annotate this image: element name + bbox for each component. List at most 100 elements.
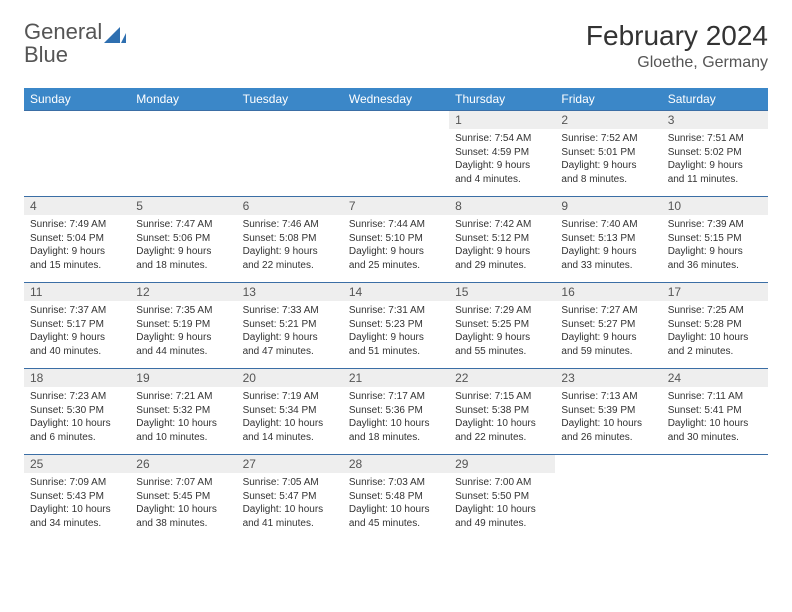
week-row: 1Sunrise: 7:54 AMSunset: 4:59 PMDaylight… (24, 111, 768, 197)
sunset-line: Sunset: 5:34 PM (243, 404, 337, 418)
day-number: 22 (449, 369, 555, 387)
sunset-line: Sunset: 5:30 PM (30, 404, 124, 418)
sunset-line: Sunset: 5:39 PM (561, 404, 655, 418)
day-number: 25 (24, 455, 130, 473)
day-body: Sunrise: 7:13 AMSunset: 5:39 PMDaylight:… (555, 387, 661, 448)
sunrise-line: Sunrise: 7:40 AM (561, 218, 655, 232)
sunrise-line: Sunrise: 7:47 AM (136, 218, 230, 232)
daylight-line: Daylight: 10 hours and 49 minutes. (455, 503, 549, 530)
day-cell (130, 111, 236, 197)
daylight-line: Daylight: 9 hours and 18 minutes. (136, 245, 230, 272)
day-number: 20 (237, 369, 343, 387)
sunset-line: Sunset: 5:28 PM (668, 318, 762, 332)
daylight-line: Daylight: 9 hours and 4 minutes. (455, 159, 549, 186)
day-cell: 12Sunrise: 7:35 AMSunset: 5:19 PMDayligh… (130, 283, 236, 369)
day-cell: 6Sunrise: 7:46 AMSunset: 5:08 PMDaylight… (237, 197, 343, 283)
daylight-line: Daylight: 9 hours and 55 minutes. (455, 331, 549, 358)
dow-tuesday: Tuesday (237, 88, 343, 111)
day-cell: 18Sunrise: 7:23 AMSunset: 5:30 PMDayligh… (24, 369, 130, 455)
sunrise-line: Sunrise: 7:13 AM (561, 390, 655, 404)
day-number: 23 (555, 369, 661, 387)
sunset-line: Sunset: 5:38 PM (455, 404, 549, 418)
sunrise-line: Sunrise: 7:51 AM (668, 132, 762, 146)
daylight-line: Daylight: 10 hours and 18 minutes. (349, 417, 443, 444)
sunset-line: Sunset: 5:15 PM (668, 232, 762, 246)
day-number (24, 111, 130, 129)
dow-wednesday: Wednesday (343, 88, 449, 111)
day-number: 26 (130, 455, 236, 473)
day-cell: 1Sunrise: 7:54 AMSunset: 4:59 PMDaylight… (449, 111, 555, 197)
day-body: Sunrise: 7:09 AMSunset: 5:43 PMDaylight:… (24, 473, 130, 534)
day-body: Sunrise: 7:49 AMSunset: 5:04 PMDaylight:… (24, 215, 130, 276)
day-cell (24, 111, 130, 197)
day-cell: 2Sunrise: 7:52 AMSunset: 5:01 PMDaylight… (555, 111, 661, 197)
day-cell: 7Sunrise: 7:44 AMSunset: 5:10 PMDaylight… (343, 197, 449, 283)
sunset-line: Sunset: 5:47 PM (243, 490, 337, 504)
sunrise-line: Sunrise: 7:09 AM (30, 476, 124, 490)
dow-saturday: Saturday (662, 88, 768, 111)
week-row: 18Sunrise: 7:23 AMSunset: 5:30 PMDayligh… (24, 369, 768, 455)
day-cell: 28Sunrise: 7:03 AMSunset: 5:48 PMDayligh… (343, 455, 449, 541)
daylight-line: Daylight: 9 hours and 15 minutes. (30, 245, 124, 272)
day-body: Sunrise: 7:03 AMSunset: 5:48 PMDaylight:… (343, 473, 449, 534)
sunset-line: Sunset: 5:12 PM (455, 232, 549, 246)
day-cell: 26Sunrise: 7:07 AMSunset: 5:45 PMDayligh… (130, 455, 236, 541)
month-title: February 2024 (586, 20, 768, 52)
sunset-line: Sunset: 5:06 PM (136, 232, 230, 246)
day-body: Sunrise: 7:29 AMSunset: 5:25 PMDaylight:… (449, 301, 555, 362)
dow-row: SundayMondayTuesdayWednesdayThursdayFrid… (24, 88, 768, 111)
day-number: 18 (24, 369, 130, 387)
sunset-line: Sunset: 5:32 PM (136, 404, 230, 418)
day-number: 4 (24, 197, 130, 215)
dow-friday: Friday (555, 88, 661, 111)
daylight-line: Daylight: 9 hours and 44 minutes. (136, 331, 230, 358)
day-cell: 20Sunrise: 7:19 AMSunset: 5:34 PMDayligh… (237, 369, 343, 455)
day-cell (343, 111, 449, 197)
sunset-line: Sunset: 5:36 PM (349, 404, 443, 418)
sunrise-line: Sunrise: 7:23 AM (30, 390, 124, 404)
sunset-line: Sunset: 5:13 PM (561, 232, 655, 246)
day-body: Sunrise: 7:46 AMSunset: 5:08 PMDaylight:… (237, 215, 343, 276)
day-body: Sunrise: 7:23 AMSunset: 5:30 PMDaylight:… (24, 387, 130, 448)
daylight-line: Daylight: 9 hours and 40 minutes. (30, 331, 124, 358)
sunrise-line: Sunrise: 7:27 AM (561, 304, 655, 318)
daylight-line: Daylight: 10 hours and 38 minutes. (136, 503, 230, 530)
day-cell: 13Sunrise: 7:33 AMSunset: 5:21 PMDayligh… (237, 283, 343, 369)
daylight-line: Daylight: 10 hours and 26 minutes. (561, 417, 655, 444)
daylight-line: Daylight: 10 hours and 14 minutes. (243, 417, 337, 444)
day-number: 7 (343, 197, 449, 215)
day-body: Sunrise: 7:35 AMSunset: 5:19 PMDaylight:… (130, 301, 236, 362)
day-body: Sunrise: 7:47 AMSunset: 5:06 PMDaylight:… (130, 215, 236, 276)
sunrise-line: Sunrise: 7:35 AM (136, 304, 230, 318)
day-number (662, 455, 768, 473)
day-cell: 17Sunrise: 7:25 AMSunset: 5:28 PMDayligh… (662, 283, 768, 369)
day-body: Sunrise: 7:21 AMSunset: 5:32 PMDaylight:… (130, 387, 236, 448)
day-cell: 21Sunrise: 7:17 AMSunset: 5:36 PMDayligh… (343, 369, 449, 455)
sunset-line: Sunset: 5:10 PM (349, 232, 443, 246)
dow-thursday: Thursday (449, 88, 555, 111)
logo-word-general: General (24, 19, 102, 44)
day-body: Sunrise: 7:51 AMSunset: 5:02 PMDaylight:… (662, 129, 768, 190)
sunrise-line: Sunrise: 7:54 AM (455, 132, 549, 146)
day-number: 1 (449, 111, 555, 129)
sunrise-line: Sunrise: 7:44 AM (349, 218, 443, 232)
day-cell: 8Sunrise: 7:42 AMSunset: 5:12 PMDaylight… (449, 197, 555, 283)
sunrise-line: Sunrise: 7:31 AM (349, 304, 443, 318)
week-row: 4Sunrise: 7:49 AMSunset: 5:04 PMDaylight… (24, 197, 768, 283)
sunrise-line: Sunrise: 7:39 AM (668, 218, 762, 232)
sunset-line: Sunset: 5:19 PM (136, 318, 230, 332)
sunrise-line: Sunrise: 7:05 AM (243, 476, 337, 490)
day-cell: 25Sunrise: 7:09 AMSunset: 5:43 PMDayligh… (24, 455, 130, 541)
logo-word-blue: Blue (24, 43, 126, 66)
day-cell: 15Sunrise: 7:29 AMSunset: 5:25 PMDayligh… (449, 283, 555, 369)
daylight-line: Daylight: 9 hours and 33 minutes. (561, 245, 655, 272)
day-number: 12 (130, 283, 236, 301)
logo: GeneralBlue (24, 20, 126, 66)
day-cell (662, 455, 768, 541)
day-body: Sunrise: 7:52 AMSunset: 5:01 PMDaylight:… (555, 129, 661, 190)
day-number: 6 (237, 197, 343, 215)
sunrise-line: Sunrise: 7:11 AM (668, 390, 762, 404)
sunrise-line: Sunrise: 7:25 AM (668, 304, 762, 318)
sunrise-line: Sunrise: 7:17 AM (349, 390, 443, 404)
day-cell: 19Sunrise: 7:21 AMSunset: 5:32 PMDayligh… (130, 369, 236, 455)
